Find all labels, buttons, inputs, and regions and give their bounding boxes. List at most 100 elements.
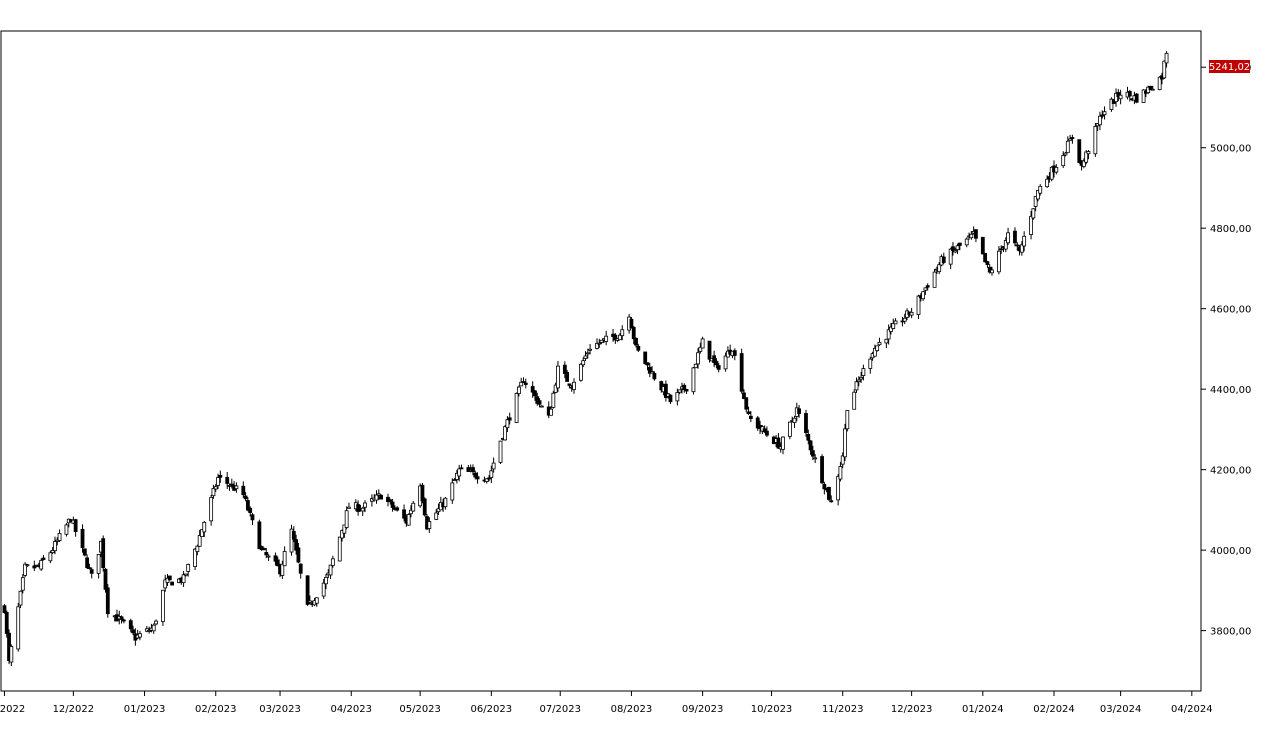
candle-up (20, 577, 25, 591)
candle-down (762, 428, 767, 433)
candle-up (1093, 126, 1098, 155)
candle-down (707, 340, 712, 360)
candle-up (340, 530, 344, 539)
plot-frame (0, 30, 1202, 692)
candle-down (103, 568, 108, 590)
candle-down (264, 552, 269, 556)
candle-up (280, 563, 285, 576)
candle-down (4, 611, 9, 634)
candle-down (379, 494, 383, 500)
candle-up (923, 287, 928, 291)
candle-up (1068, 138, 1072, 141)
last-price-label: 5241,02 (1209, 62, 1250, 73)
candle-down (73, 519, 78, 532)
candle-up (1102, 111, 1107, 116)
candle-up (25, 564, 30, 567)
candle-up (1118, 94, 1123, 100)
candle-down (684, 388, 689, 392)
candle-up (138, 633, 142, 638)
candle-up (868, 358, 873, 369)
candle-up (48, 552, 53, 562)
x-tick-label: 04/2024 (1171, 704, 1213, 715)
candle-up (845, 410, 850, 430)
candle-up (581, 360, 586, 366)
candle-down (87, 567, 92, 570)
candle-down (105, 587, 110, 615)
candle-down (957, 242, 962, 246)
candle-down (806, 434, 811, 441)
candle-down (291, 530, 296, 540)
y-tick-label: 3800,00 (1210, 627, 1251, 638)
x-tick-label: 02/2023 (195, 704, 237, 715)
x-tick-label: 11/2022 (0, 704, 25, 715)
candle-up (572, 381, 576, 390)
candle-up (553, 384, 558, 393)
candle-up (1036, 190, 1040, 200)
candle-up (969, 233, 974, 239)
candle-down (259, 546, 264, 551)
candle-up (597, 342, 602, 345)
candle-up (1033, 196, 1038, 207)
candle-up (360, 507, 365, 512)
x-tick-label: 03/2024 (1100, 704, 1142, 715)
candle-down (808, 440, 813, 451)
candle-down (1134, 93, 1139, 103)
candle-up (39, 560, 44, 570)
candle-up (314, 597, 319, 604)
candle-down (395, 507, 400, 511)
candle-up (595, 342, 599, 349)
candle-down (305, 575, 310, 605)
candle-down (682, 384, 687, 391)
candle-down (739, 353, 744, 392)
candle-up (787, 421, 792, 437)
candle-up (1109, 98, 1114, 110)
x-tick-label: 06/2023 (471, 704, 513, 715)
candle-down (748, 415, 753, 419)
candle-down (797, 408, 801, 414)
x-tick-label: 03/2023 (259, 704, 301, 715)
candle-down (530, 386, 535, 393)
candle-down (241, 485, 246, 496)
candle-up (1038, 185, 1043, 194)
candle-up (1098, 115, 1102, 126)
candle-down (170, 581, 175, 586)
y-tick-label: 4800,00 (1210, 224, 1251, 235)
x-tick-label: 12/2023 (891, 704, 933, 715)
candle-down (746, 411, 751, 414)
candle-up (937, 264, 942, 273)
candle-down (999, 248, 1004, 251)
candle-down (119, 616, 124, 620)
candle-up (675, 392, 680, 402)
candle-down (475, 476, 480, 480)
y-tick-label: 4600,00 (1210, 305, 1251, 316)
candle-down (1015, 244, 1020, 247)
candle-down (1077, 139, 1082, 163)
candle-up (376, 493, 381, 496)
candle-up (1054, 166, 1059, 173)
candle-down (765, 430, 769, 436)
candle-up (452, 479, 457, 482)
candle-up (503, 426, 508, 441)
candle-down (742, 392, 746, 400)
candle-up (813, 457, 818, 460)
candle-up (330, 558, 335, 566)
candle-up (886, 329, 891, 340)
candle-up (916, 295, 921, 315)
candle-up (964, 238, 969, 246)
candle-up (696, 352, 700, 365)
candle-down (634, 337, 638, 346)
candle-up (838, 466, 843, 480)
last-price-marker: 5241,02 (1209, 60, 1250, 73)
candle-up (18, 590, 23, 606)
candle-up (374, 494, 379, 501)
candle-down (827, 486, 831, 500)
candle-up (57, 533, 62, 541)
candle-down (459, 467, 464, 470)
candle-up (604, 335, 609, 342)
x-tick-label: 08/2023 (611, 704, 653, 715)
candle-down (128, 620, 133, 630)
candle-down (275, 559, 280, 567)
candle-down (974, 229, 978, 239)
candle-up (50, 550, 55, 554)
candle-up (163, 579, 168, 589)
